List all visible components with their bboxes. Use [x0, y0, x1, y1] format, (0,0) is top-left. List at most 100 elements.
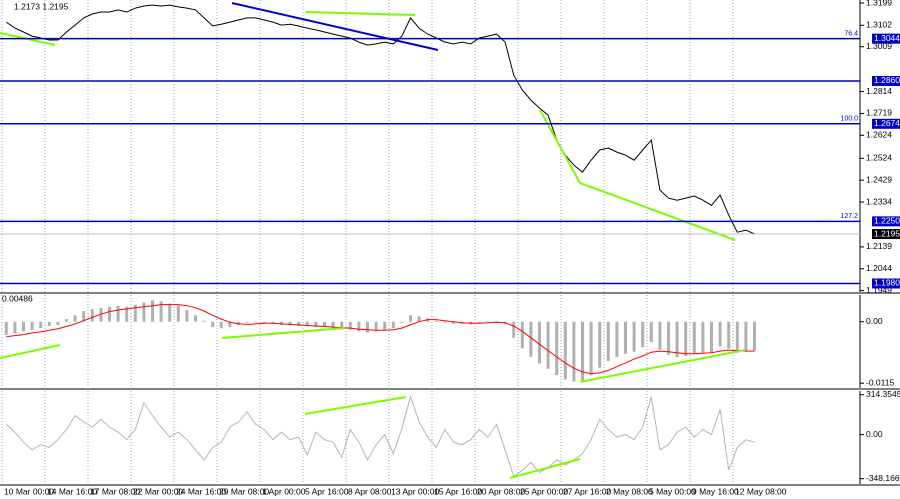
bar	[4, 321, 8, 336]
bar	[615, 321, 619, 357]
bar	[159, 301, 163, 322]
bar	[443, 321, 447, 323]
fib-label: 100.0	[840, 116, 858, 123]
trend-line	[305, 11, 416, 16]
bar	[434, 320, 438, 322]
x-tick-label: 22 Mar 00:00	[133, 486, 183, 496]
fib-label: 127.2	[840, 213, 858, 220]
bar	[47, 321, 51, 326]
bar	[598, 321, 602, 368]
bar	[641, 321, 645, 348]
bar	[744, 321, 748, 351]
x-tick-label: 8 Apr 08:00	[348, 486, 392, 496]
x-tick-label: 25 Apr 00:00	[520, 486, 568, 496]
bar	[366, 321, 369, 333]
bar	[667, 321, 670, 355]
bar	[658, 321, 662, 350]
bar	[701, 321, 705, 353]
bar	[56, 321, 60, 325]
bar	[90, 308, 94, 322]
bar	[108, 306, 111, 322]
bar	[288, 321, 292, 325]
bar	[391, 321, 395, 329]
x-tick-label: 15 Apr 16:00	[434, 486, 482, 496]
bar	[73, 315, 77, 322]
bar	[39, 321, 43, 329]
bar	[632, 321, 636, 352]
y-tick-label: 1.1949	[866, 285, 892, 295]
bar	[194, 315, 197, 322]
bar	[340, 321, 344, 330]
trend-line	[221, 327, 346, 339]
y-tick-label: 1.2524	[866, 153, 892, 163]
level-label: 1.2674	[874, 118, 900, 128]
bar	[116, 305, 120, 322]
y-tick-label: 1.3009	[866, 41, 892, 51]
bar	[624, 321, 627, 354]
bar	[692, 321, 696, 354]
series-line	[5, 394, 755, 478]
bar	[735, 321, 739, 353]
series-line	[6, 4, 755, 235]
bar	[753, 321, 756, 351]
y-tick-label: 1.2719	[866, 108, 892, 118]
bar	[357, 321, 361, 332]
bar	[374, 321, 378, 332]
bar	[710, 321, 713, 353]
bar	[65, 319, 68, 322]
bar	[82, 311, 86, 322]
bar	[297, 321, 301, 326]
bar	[262, 321, 266, 323]
level-label: 1.2860	[874, 75, 900, 85]
bar	[538, 321, 541, 364]
bar	[529, 321, 533, 357]
bar	[142, 302, 146, 322]
bar	[417, 316, 421, 322]
x-tick-label: 29 Mar 08:00	[219, 486, 269, 496]
y-tick-label: 1.2429	[866, 174, 892, 184]
bar	[675, 321, 679, 357]
x-tick-label: 14 Mar 16:00	[47, 486, 97, 496]
x-tick-label: 2 May 08:00	[606, 486, 653, 496]
bar	[314, 321, 318, 328]
trend-line	[579, 182, 736, 241]
bar	[409, 315, 412, 322]
y-tick-label: 1.2044	[866, 263, 892, 273]
bar	[495, 321, 498, 322]
trend-line	[579, 349, 746, 383]
panel-title: 0.00486	[2, 293, 33, 303]
current-price-box	[872, 229, 900, 240]
fib-label: 76.4	[844, 31, 858, 38]
bar	[245, 321, 249, 323]
bar	[30, 321, 34, 330]
level-label-box	[872, 216, 900, 227]
bar	[271, 321, 275, 324]
level-label-box	[872, 118, 900, 129]
current-price-label: 1.2195	[874, 228, 900, 238]
bar	[151, 300, 154, 322]
bar	[168, 303, 172, 322]
trend-line	[539, 109, 581, 184]
x-tick-label: 5 May 00:00	[649, 486, 696, 496]
bar	[684, 321, 688, 356]
x-tick-label: 12 May 08:00	[735, 486, 787, 496]
y-tick-label: 1.2139	[866, 241, 892, 251]
bar	[185, 309, 189, 322]
y-tick-label: 1.2624	[866, 130, 892, 140]
y-tick-label: 1.2814	[866, 86, 892, 96]
bar	[563, 321, 567, 380]
x-tick-label: 5 Apr 16:00	[305, 486, 349, 496]
bar	[477, 321, 481, 323]
bar	[555, 321, 559, 376]
bar	[572, 321, 576, 382]
trend-line	[231, 2, 439, 51]
x-tick-label: 20 Apr 08:00	[477, 486, 525, 496]
level-label-box	[872, 278, 900, 289]
level-label: 1.1980	[874, 278, 900, 288]
x-tick-label: 13 Apr 00:00	[391, 486, 439, 496]
bar	[133, 304, 137, 322]
y-tick-label: 1.3102	[866, 20, 892, 30]
bar	[13, 321, 17, 334]
bar	[512, 321, 516, 338]
